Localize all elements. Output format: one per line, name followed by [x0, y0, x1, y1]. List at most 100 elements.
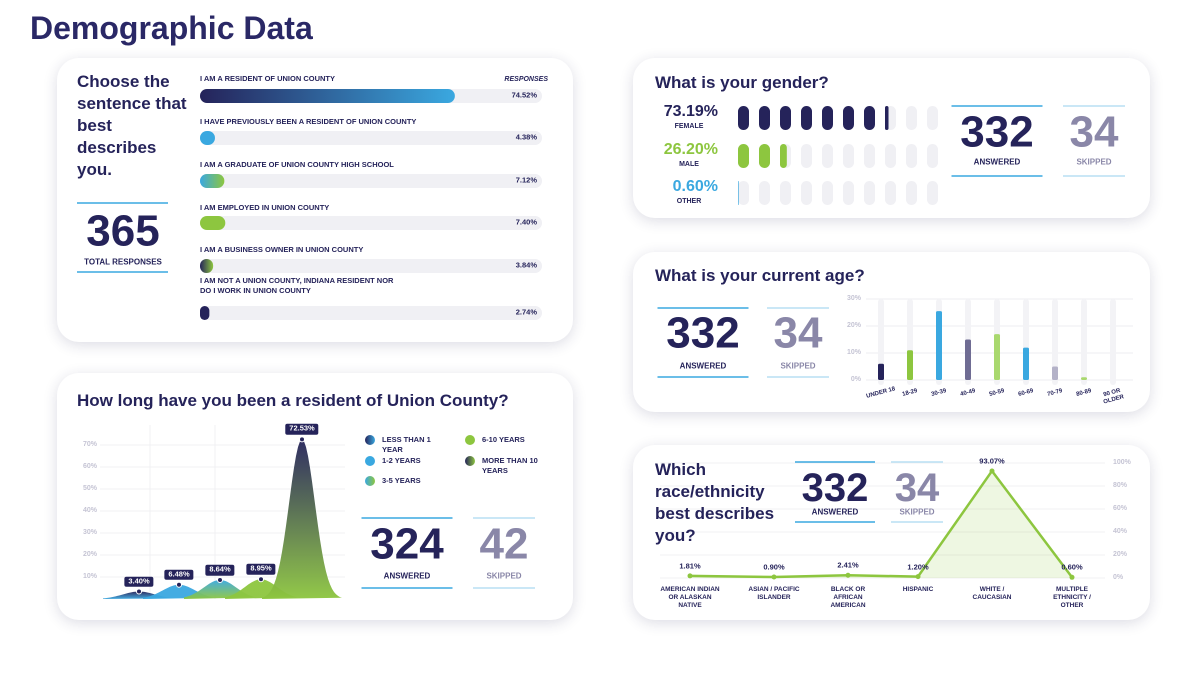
answered-label: ANSWERED — [811, 507, 859, 517]
pill — [822, 106, 833, 130]
bar — [994, 334, 1000, 380]
bar — [878, 363, 884, 380]
pill — [801, 106, 812, 130]
bar-track — [1110, 299, 1116, 385]
bar-track — [1081, 299, 1087, 385]
pill — [780, 106, 791, 130]
bar — [1023, 347, 1029, 380]
legend-swatch — [465, 435, 475, 445]
value-label: 1.20% — [907, 562, 929, 572]
pill-track — [864, 181, 875, 205]
pill-track — [927, 181, 938, 205]
skipped-label: SKIPPED — [1076, 157, 1112, 167]
y-tick-label: 40% — [1113, 527, 1128, 535]
bar — [200, 174, 225, 188]
answered-count: 332 — [666, 308, 740, 358]
bar — [200, 306, 210, 320]
y-tick-label: 60% — [82, 462, 97, 470]
answered-count: 332 — [801, 466, 869, 510]
bar — [200, 89, 455, 103]
pill-track — [822, 181, 833, 205]
bar — [200, 216, 226, 230]
pill-track — [906, 144, 917, 168]
pill-track — [759, 181, 770, 205]
card — [633, 252, 1150, 412]
chart-title: Which race/ethnicity best describes you? — [655, 460, 775, 545]
category-label: I AM A RESIDENT OF UNION COUNTY — [200, 74, 335, 83]
peak-dot — [136, 588, 142, 595]
pill-track — [927, 144, 938, 168]
y-tick-label: 70% — [82, 440, 97, 448]
line — [689, 469, 1073, 579]
answered-label: ANSWERED — [679, 361, 727, 371]
chart-title: What is your current age? — [655, 266, 865, 285]
answered-count: 332 — [960, 107, 1034, 157]
bar-track — [200, 131, 542, 145]
pill-track — [801, 144, 812, 168]
y-tick-label: 10% — [82, 572, 97, 580]
peak-dot — [258, 576, 264, 583]
value-label: 4.38% — [515, 132, 537, 142]
category-label: I HAVE PREVIOUSLY BEEN A RESIDENT OF UNI… — [200, 117, 417, 126]
category-label: I AM NOT A UNION COUNTY, INDIANA RESIDEN… — [200, 276, 394, 295]
legend-label: 3-5 YEARS — [382, 476, 421, 485]
answered-label: ANSWERED — [383, 571, 431, 581]
x-tick-label: HISPANIC — [902, 586, 934, 593]
pill-track — [927, 106, 938, 130]
pill — [738, 181, 739, 205]
value-label: 3.40% — [124, 576, 154, 587]
point — [915, 574, 921, 580]
chart-title: How long have you been a resident of Uni… — [77, 391, 509, 410]
answered-count: 324 — [370, 519, 444, 569]
pill — [885, 106, 889, 130]
skipped-label: SKIPPED — [899, 507, 935, 517]
y-tick-label: 60% — [1113, 504, 1128, 512]
legend-label: 6-10 YEARS — [482, 435, 525, 444]
pill-track — [738, 181, 749, 205]
pill-track — [801, 181, 812, 205]
legend-swatch — [365, 435, 375, 445]
value-label: 0.60% — [672, 177, 718, 195]
pill-track — [906, 106, 917, 130]
y-tick-label: 20% — [82, 550, 97, 558]
pill-track — [843, 144, 854, 168]
legend-swatch — [365, 476, 375, 486]
y-tick-label: 30% — [846, 294, 861, 302]
y-tick-label: 50% — [82, 484, 97, 492]
category-label: OTHER — [676, 197, 702, 205]
x-tick-label: MULTIPLE ETHNICITY / OTHER — [1053, 586, 1091, 609]
category-label: FEMALE — [674, 122, 704, 130]
category-label: I AM A GRADUATE OF UNION COUNTY HIGH SCH… — [200, 160, 394, 169]
pill-track — [885, 181, 896, 205]
bar-track — [200, 174, 542, 188]
bar-track — [200, 216, 542, 230]
answered-label: ANSWERED — [973, 157, 1021, 167]
axis-label: RESPONSES — [504, 75, 548, 83]
value-label: 93.07% — [979, 456, 1005, 466]
y-tick-label: 80% — [1113, 481, 1128, 489]
peak — [262, 439, 342, 599]
value-label: 0.60% — [1061, 562, 1083, 572]
point — [771, 574, 777, 580]
chart-title: What is your gender? — [655, 73, 829, 92]
bar — [1052, 366, 1058, 380]
value-label: 6.48% — [164, 569, 194, 581]
x-tick-label: BLACK OR AFRICAN AMERICAN — [830, 586, 866, 609]
peak-dot — [217, 576, 223, 583]
value-label: 2.74% — [515, 307, 537, 317]
y-tick-label: 0% — [850, 375, 861, 383]
pill-track — [885, 144, 896, 168]
total-label: TOTAL RESPONSES — [84, 257, 162, 267]
y-tick-label: 20% — [1113, 550, 1128, 558]
value-label: 73.19% — [663, 102, 718, 120]
bar-track — [878, 299, 884, 385]
y-tick-label: 20% — [846, 321, 861, 329]
chart-title: Choose the sentence that best describes … — [77, 72, 187, 179]
value-label: 26.20% — [663, 140, 718, 158]
skipped-count: 34 — [894, 466, 940, 510]
value-label: 7.40% — [515, 217, 537, 227]
point — [989, 468, 995, 474]
category-label: I AM EMPLOYED IN UNION COUNTY — [200, 203, 330, 212]
skipped-label: SKIPPED — [780, 361, 816, 371]
total-count: 365 — [86, 206, 160, 256]
